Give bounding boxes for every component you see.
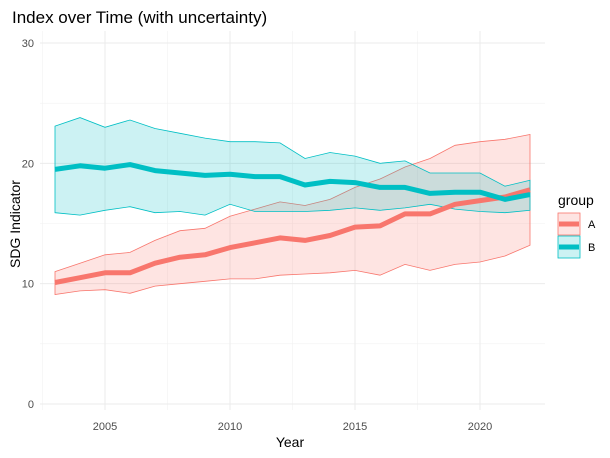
legend-title: group: [558, 192, 594, 208]
y-axis-ticks: 0 10 20 30: [22, 38, 34, 411]
series-lines: [54, 162, 531, 285]
legend-label-a: A: [588, 219, 596, 231]
y-tick-label: 10: [22, 279, 34, 291]
x-tick-label: 2010: [218, 421, 242, 433]
series-line-a: [54, 187, 531, 285]
legend: group AB: [557, 192, 596, 259]
series-line-b: [54, 162, 531, 202]
y-tick-label: 20: [22, 158, 34, 170]
y-tick-label: 0: [28, 399, 34, 411]
band-a: [54, 134, 531, 295]
x-tick-label: 2015: [343, 421, 367, 433]
grid: [40, 31, 545, 410]
legend-label-b: B: [588, 242, 595, 254]
y-tick-label: 30: [22, 38, 34, 50]
chart-title: Index over Time (with uncertainty): [12, 8, 267, 27]
x-axis-title: Year: [276, 434, 305, 450]
x-axis-ticks: 2005 2010 2015 2020: [93, 421, 492, 433]
x-tick-label: 2005: [93, 421, 117, 433]
x-tick-label: 2020: [468, 421, 492, 433]
y-axis-title: SDG Indicator: [7, 180, 23, 268]
